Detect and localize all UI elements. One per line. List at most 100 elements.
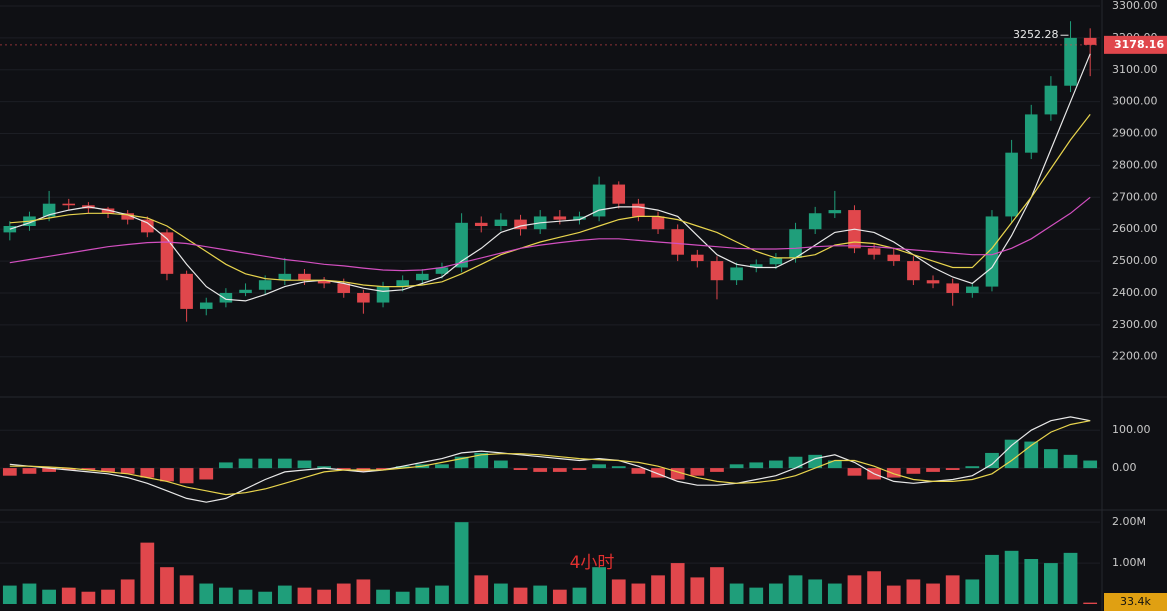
candle-body	[141, 219, 154, 233]
macd-bar	[1063, 454, 1078, 469]
volume-bar	[61, 587, 76, 604]
candle-body	[42, 203, 56, 217]
candle-body	[789, 229, 802, 258]
volume-bar	[219, 587, 233, 604]
candle-body	[435, 267, 449, 274]
volume-bar	[1044, 563, 1058, 604]
candle-body	[808, 213, 822, 230]
candle-body	[632, 203, 645, 217]
candle-body	[474, 222, 488, 227]
y-tick-label: 2300.00	[1112, 318, 1158, 331]
volume-bar	[42, 589, 56, 604]
macd-bar	[1044, 449, 1058, 469]
volume-bar	[769, 583, 783, 604]
y-tick-label: 2600.00	[1112, 222, 1158, 235]
volume-bar	[2, 585, 17, 604]
volume-bar	[277, 585, 292, 604]
macd-bar	[513, 468, 528, 470]
macd-bar	[611, 466, 626, 469]
candle-body	[298, 273, 311, 281]
candle-body	[553, 216, 567, 220]
candle-body	[612, 184, 626, 204]
y-tick-label: 2400.00	[1112, 286, 1158, 299]
candle-body	[514, 219, 527, 230]
volume-bar	[1004, 550, 1019, 604]
y-tick-label: 3100.00	[1112, 63, 1158, 76]
volume-bar	[670, 563, 685, 604]
candle-body	[749, 264, 763, 268]
macd-bar	[219, 462, 233, 469]
macd-bar	[769, 460, 783, 469]
high-price-label: 3252.28	[1013, 28, 1059, 41]
macd-bar	[670, 468, 685, 480]
volume-bar	[749, 587, 764, 604]
candle-body	[671, 229, 684, 255]
macd-bar	[494, 460, 508, 469]
volume-bar	[808, 579, 823, 604]
volume-bar	[356, 579, 371, 604]
candle-body	[121, 213, 134, 220]
y-tick-label: 1.00M	[1112, 556, 1146, 569]
candle-body	[239, 289, 252, 293]
volume-bar	[22, 583, 37, 604]
volume-bar	[317, 589, 331, 604]
volume-bar	[926, 583, 940, 604]
y-tick-label: 2800.00	[1112, 158, 1158, 171]
candle-body	[199, 302, 213, 309]
candle-body	[926, 280, 940, 284]
volume-bar	[336, 583, 351, 604]
macd-bar	[22, 468, 37, 474]
macd-bar	[336, 468, 351, 470]
macd-bar	[140, 468, 155, 478]
candle-body	[985, 216, 999, 287]
volume-bar	[494, 583, 508, 604]
macd-bar	[199, 468, 214, 480]
y-tick-label: 100.00	[1112, 423, 1151, 436]
candle-body	[867, 248, 881, 255]
volume-bar	[395, 591, 410, 604]
candle-body	[691, 254, 704, 262]
indicator-line	[9, 196, 1091, 272]
macd-bar	[945, 468, 960, 470]
candle-body	[730, 267, 743, 281]
candle-body	[907, 261, 920, 281]
candle-body	[1044, 85, 1058, 115]
candle-body	[1064, 37, 1077, 86]
volume-bar	[454, 522, 469, 604]
macd-bar	[317, 466, 331, 469]
macd-bar	[631, 468, 646, 474]
macd-bar	[827, 460, 842, 469]
volume-bar	[533, 585, 548, 604]
y-tick-label: 2.00M	[1112, 515, 1146, 528]
candle-body	[946, 283, 959, 293]
volume-bar	[376, 589, 390, 604]
candle-body	[1024, 114, 1038, 153]
candle-body	[1083, 37, 1097, 45]
volume-bar	[867, 571, 881, 604]
volume-bar	[1024, 559, 1039, 604]
volume-bar	[160, 567, 174, 604]
interval-label: 4小时	[570, 553, 615, 573]
candle-body	[376, 286, 390, 303]
candle-body	[494, 219, 508, 227]
last-price-label: 3178.16	[1114, 38, 1164, 51]
y-tick-label: 0.00	[1112, 461, 1137, 474]
volume-bar	[886, 585, 901, 604]
candle-body	[887, 254, 901, 262]
volume-bar	[140, 542, 155, 604]
candle-body	[651, 216, 665, 230]
volume-bar	[611, 579, 626, 604]
volume-bar	[592, 567, 606, 604]
volume-bar	[945, 575, 960, 604]
y-tick-label: 2500.00	[1112, 254, 1158, 267]
macd-bar	[160, 468, 174, 482]
y-tick-label: 2200.00	[1112, 350, 1158, 363]
candle-body	[317, 280, 331, 284]
volume-bar	[729, 583, 744, 604]
volume-bar	[651, 575, 665, 604]
y-tick-label: 2900.00	[1112, 127, 1158, 140]
indicator-line	[9, 114, 1091, 288]
volume-bar	[827, 583, 842, 604]
macd-bar	[965, 466, 980, 469]
